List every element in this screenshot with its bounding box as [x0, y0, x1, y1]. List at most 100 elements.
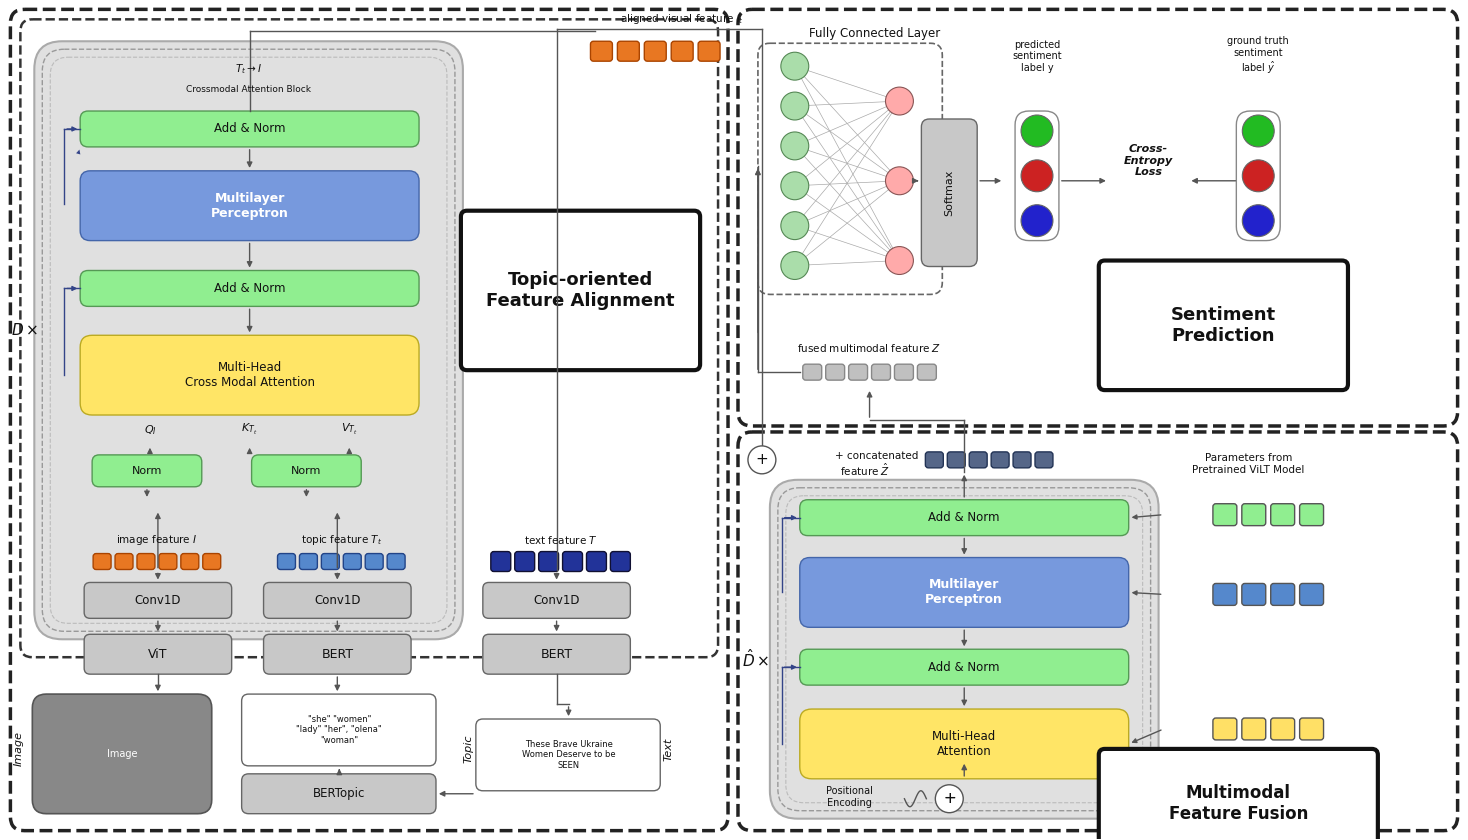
FancyBboxPatch shape: [264, 582, 411, 618]
Text: image feature $I$: image feature $I$: [116, 533, 198, 547]
Circle shape: [885, 87, 913, 115]
FancyBboxPatch shape: [769, 480, 1158, 819]
Circle shape: [1022, 160, 1053, 192]
Circle shape: [749, 446, 777, 474]
Text: ViT: ViT: [148, 648, 167, 661]
Text: fused multimodal feature $Z$: fused multimodal feature $Z$: [797, 342, 941, 354]
FancyBboxPatch shape: [800, 558, 1129, 627]
FancyBboxPatch shape: [1236, 111, 1280, 240]
Circle shape: [781, 251, 809, 280]
FancyBboxPatch shape: [81, 111, 418, 147]
Text: $T_t \rightarrow I$: $T_t \rightarrow I$: [235, 62, 263, 76]
Text: $V_{T_t}$: $V_{T_t}$: [341, 423, 358, 438]
Text: Softmax: Softmax: [944, 170, 954, 216]
Text: Conv1D: Conv1D: [314, 594, 361, 607]
Text: Crossmodal Attention Block: Crossmodal Attention Block: [186, 85, 311, 93]
Text: +: +: [756, 453, 768, 467]
Text: aligned visual feature $l_t$: aligned visual feature $l_t$: [621, 13, 744, 26]
FancyBboxPatch shape: [611, 552, 630, 571]
Circle shape: [1242, 160, 1274, 192]
FancyBboxPatch shape: [242, 774, 436, 814]
Text: Fully Connected Layer: Fully Connected Layer: [809, 27, 940, 39]
Text: +: +: [942, 791, 956, 806]
Text: Add & Norm: Add & Norm: [214, 123, 285, 135]
Text: Topic-oriented
Feature Alignment: Topic-oriented Feature Alignment: [486, 271, 675, 310]
FancyBboxPatch shape: [590, 41, 612, 61]
Circle shape: [1022, 205, 1053, 237]
FancyBboxPatch shape: [1098, 260, 1348, 390]
Circle shape: [1242, 205, 1274, 237]
Text: $\hat{D}\times$: $\hat{D}\times$: [743, 648, 769, 670]
FancyBboxPatch shape: [1098, 749, 1378, 840]
Circle shape: [1022, 115, 1053, 147]
FancyBboxPatch shape: [1035, 452, 1053, 468]
Circle shape: [781, 132, 809, 160]
FancyBboxPatch shape: [800, 500, 1129, 536]
Text: Norm: Norm: [291, 466, 321, 475]
FancyBboxPatch shape: [1299, 584, 1324, 606]
FancyBboxPatch shape: [1213, 718, 1238, 740]
FancyBboxPatch shape: [1271, 718, 1295, 740]
FancyBboxPatch shape: [476, 719, 661, 790]
Text: $D\times$: $D\times$: [10, 323, 38, 339]
Text: +: +: [942, 791, 956, 806]
FancyBboxPatch shape: [277, 554, 295, 570]
FancyBboxPatch shape: [242, 694, 436, 766]
Text: Cross-
Entropy
Loss: Cross- Entropy Loss: [1124, 144, 1173, 177]
FancyBboxPatch shape: [894, 365, 913, 381]
Circle shape: [781, 92, 809, 120]
Text: "she" "women"
"lady" "her", "olena"
"woman": "she" "women" "lady" "her", "olena" "wom…: [297, 715, 382, 745]
Text: Conv1D: Conv1D: [533, 594, 580, 607]
Text: Multilayer
Perceptron: Multilayer Perceptron: [211, 192, 289, 220]
FancyBboxPatch shape: [918, 365, 937, 381]
FancyBboxPatch shape: [483, 634, 630, 675]
Text: Multimodal
Feature Fusion: Multimodal Feature Fusion: [1169, 785, 1308, 823]
FancyBboxPatch shape: [947, 452, 966, 468]
FancyBboxPatch shape: [1271, 584, 1295, 606]
FancyBboxPatch shape: [800, 649, 1129, 685]
FancyBboxPatch shape: [92, 455, 201, 486]
FancyBboxPatch shape: [849, 365, 868, 381]
Text: Add & Norm: Add & Norm: [928, 661, 1000, 674]
FancyBboxPatch shape: [671, 41, 693, 61]
FancyBboxPatch shape: [81, 335, 418, 415]
Text: + concatenated: + concatenated: [835, 451, 918, 461]
Circle shape: [1242, 115, 1274, 147]
FancyBboxPatch shape: [92, 554, 112, 570]
FancyBboxPatch shape: [969, 452, 986, 468]
FancyBboxPatch shape: [81, 270, 418, 307]
Text: Topic: Topic: [464, 735, 474, 764]
FancyBboxPatch shape: [344, 554, 361, 570]
Text: Sentiment
Prediction: Sentiment Prediction: [1171, 306, 1276, 344]
Text: topic feature $T_t$: topic feature $T_t$: [301, 533, 382, 547]
FancyBboxPatch shape: [872, 365, 891, 381]
FancyBboxPatch shape: [1299, 504, 1324, 526]
Text: $K_{T_t}$: $K_{T_t}$: [241, 423, 258, 438]
FancyBboxPatch shape: [539, 552, 559, 571]
FancyBboxPatch shape: [825, 365, 844, 381]
FancyBboxPatch shape: [84, 582, 232, 618]
Text: feature $\hat{Z}$: feature $\hat{Z}$: [840, 462, 890, 478]
FancyBboxPatch shape: [587, 552, 606, 571]
FancyBboxPatch shape: [1242, 718, 1265, 740]
FancyBboxPatch shape: [1299, 718, 1324, 740]
FancyBboxPatch shape: [137, 554, 156, 570]
Circle shape: [885, 247, 913, 275]
FancyBboxPatch shape: [264, 634, 411, 675]
Text: ground truth
sentiment
label $\hat{y}$: ground truth sentiment label $\hat{y}$: [1227, 36, 1289, 76]
Text: Multilayer
Perceptron: Multilayer Perceptron: [925, 579, 1003, 606]
Text: Parameters from
Pretrained ViLT Model: Parameters from Pretrained ViLT Model: [1192, 453, 1305, 475]
Circle shape: [935, 785, 963, 812]
Text: Text: Text: [664, 738, 674, 760]
FancyBboxPatch shape: [1213, 584, 1238, 606]
FancyBboxPatch shape: [321, 554, 339, 570]
FancyBboxPatch shape: [461, 211, 700, 370]
FancyBboxPatch shape: [84, 634, 232, 675]
FancyBboxPatch shape: [203, 554, 220, 570]
FancyBboxPatch shape: [922, 119, 978, 266]
FancyBboxPatch shape: [388, 554, 405, 570]
Text: BERT: BERT: [540, 648, 573, 661]
FancyBboxPatch shape: [34, 41, 462, 639]
Text: Image: Image: [13, 732, 23, 766]
Text: Positional
Encoding: Positional Encoding: [826, 786, 873, 807]
